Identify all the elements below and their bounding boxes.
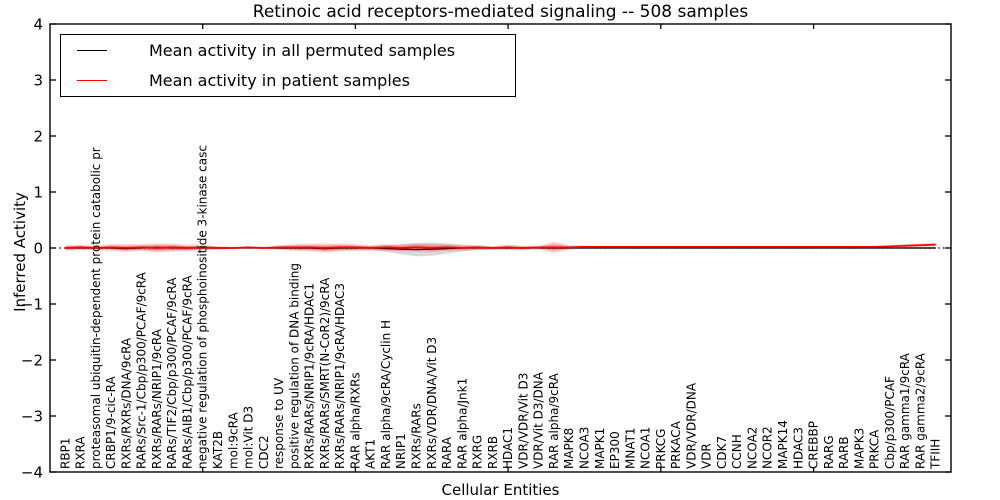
x-tick-label: NCOA3 bbox=[578, 427, 592, 469]
x-tick-label: RAR gamma1/9cRA bbox=[898, 352, 912, 469]
x-tick-label: RBP1 bbox=[58, 438, 72, 469]
x-tick-label: MAPK8 bbox=[562, 428, 576, 469]
patient-mean-line bbox=[65, 243, 936, 249]
x-tick-label: TFIIH bbox=[929, 439, 943, 470]
y-tick-label: 0 bbox=[33, 240, 43, 258]
x-tick-label: VDR bbox=[700, 443, 714, 469]
x-tick-label: NRIP1 bbox=[394, 433, 408, 469]
x-tick-label: RXRA bbox=[74, 436, 88, 469]
x-tick-label: VDR/VDR/DNA bbox=[684, 382, 698, 469]
x-tick-label: negative regulation of phosphoinositide … bbox=[196, 145, 210, 469]
x-tick-label: RARs/TIF2/Cbp/p300/PCAF/9cRA bbox=[165, 277, 179, 469]
x-tick-label: Cbp/p300/PCAF bbox=[883, 376, 897, 469]
x-tick-label: CREBBP bbox=[807, 421, 821, 469]
x-tick-label: RXRs/VDR/DNA/Vit D3 bbox=[425, 337, 439, 469]
x-tick-label: RXRG bbox=[471, 435, 485, 469]
x-tick-label: EP300 bbox=[608, 431, 622, 469]
x-tick-label: proteasomal ubiquitin-dependent protein … bbox=[89, 147, 103, 469]
legend-label-patient: Mean activity in patient samples bbox=[149, 70, 410, 90]
y-tick-label: 3 bbox=[33, 72, 43, 90]
legend-item-permuted: Mean activity in all permuted samples bbox=[61, 37, 515, 65]
x-tick-label: PRKACA bbox=[669, 420, 683, 469]
y-tick-label: −2 bbox=[21, 352, 43, 370]
x-axis-label: Cellular Entities bbox=[441, 481, 560, 499]
permuted-line-swatch-icon bbox=[77, 50, 107, 52]
y-tick-label: −3 bbox=[21, 408, 43, 426]
x-tick-label: HDAC3 bbox=[791, 427, 805, 469]
x-tick-label: RXRs/RARs/SMRT(N-CoR2)/9cRA bbox=[318, 277, 332, 469]
x-tick-label: VDR/Vit D3/DNA bbox=[532, 371, 546, 469]
x-tick-label: NCOA2 bbox=[746, 427, 760, 469]
x-tick-label: PRKCG bbox=[654, 429, 668, 469]
y-tick-label: 2 bbox=[33, 128, 43, 146]
plot-frame bbox=[49, 23, 952, 473]
x-tick-label: KAT2B bbox=[211, 431, 225, 469]
x-tick-label: MNAT1 bbox=[623, 427, 637, 469]
x-tick-label: RARs/AIB1/Cbp/p300/PCAF/9cRA bbox=[180, 275, 194, 469]
y-tick-label: 4 bbox=[33, 16, 43, 34]
x-tick-label: response to UV bbox=[272, 377, 286, 469]
x-tick-label: RAR alpha/RXRs bbox=[348, 372, 362, 469]
x-tick-label: positive regulation of DNA binding bbox=[287, 263, 301, 469]
y-tick-label: 1 bbox=[33, 184, 43, 202]
x-tick-label: mol:9cRA bbox=[226, 412, 240, 469]
x-tick-label: MAPK3 bbox=[852, 428, 866, 469]
x-tick-label: RAR alpha/9cRA bbox=[547, 372, 561, 469]
y-tick-label: −1 bbox=[21, 296, 43, 314]
x-tick-label: CDC2 bbox=[257, 435, 271, 469]
x-tick-label: AKT1 bbox=[364, 439, 378, 469]
x-tick-label: RARA bbox=[440, 436, 454, 469]
legend-label-permuted: Mean activity in all permuted samples bbox=[149, 41, 456, 61]
x-tick-label: RXRs/RARs/NRIP1/9cRA/HDAC1 bbox=[303, 283, 317, 469]
x-tick-label: CRBP1/9-cic-RA bbox=[104, 375, 118, 469]
x-tick-label: VDR/VDR/Vit D3 bbox=[516, 373, 530, 469]
x-tick-label: RAR gamma2/9cRA bbox=[914, 352, 928, 469]
x-tick-label: MAPK1 bbox=[593, 428, 607, 469]
x-tick-label: RXRs/RARs/NRIP1/9cRA/HDAC3 bbox=[333, 283, 347, 469]
x-tick-label: RXRB bbox=[486, 436, 500, 469]
y-tick-label: −4 bbox=[21, 464, 43, 482]
x-tick-label: RARs/Src-1/Cbp/p300/PCAF/9cRA bbox=[135, 271, 149, 469]
legend: Mean activity in all permuted samples Me… bbox=[60, 34, 516, 97]
x-tick-label: RXRs/RXRs/DNA/9cRA bbox=[119, 337, 133, 469]
x-tick-label: RARG bbox=[822, 435, 836, 469]
x-tick-label: RXRs/RARs bbox=[410, 403, 424, 469]
x-tick-label: NCOA1 bbox=[639, 427, 653, 469]
x-tick-label: RARB bbox=[837, 436, 851, 469]
patient-line-swatch-icon bbox=[77, 79, 107, 81]
x-tick-label: CCNH bbox=[730, 434, 744, 469]
x-tick-label: MAPK14 bbox=[776, 420, 790, 469]
x-tick-label: PRKCA bbox=[868, 429, 882, 469]
x-tick-label: RAR alpha/9cRA/Cyclin H bbox=[379, 320, 393, 469]
x-tick-label: mol:Vit D3 bbox=[242, 406, 256, 469]
legend-item-patient: Mean activity in patient samples bbox=[61, 66, 515, 94]
x-tick-label: HDAC1 bbox=[501, 427, 515, 469]
x-tick-label: CDK7 bbox=[715, 436, 729, 469]
x-tick-label: RAR alpha/Jnk1 bbox=[455, 378, 469, 469]
x-tick-label: RXRs/RARs/NRIP1/9cRA bbox=[150, 328, 164, 469]
x-tick-label: NCOR2 bbox=[761, 426, 775, 469]
chart-title: Retinoic acid receptors-mediated signali… bbox=[252, 2, 749, 22]
